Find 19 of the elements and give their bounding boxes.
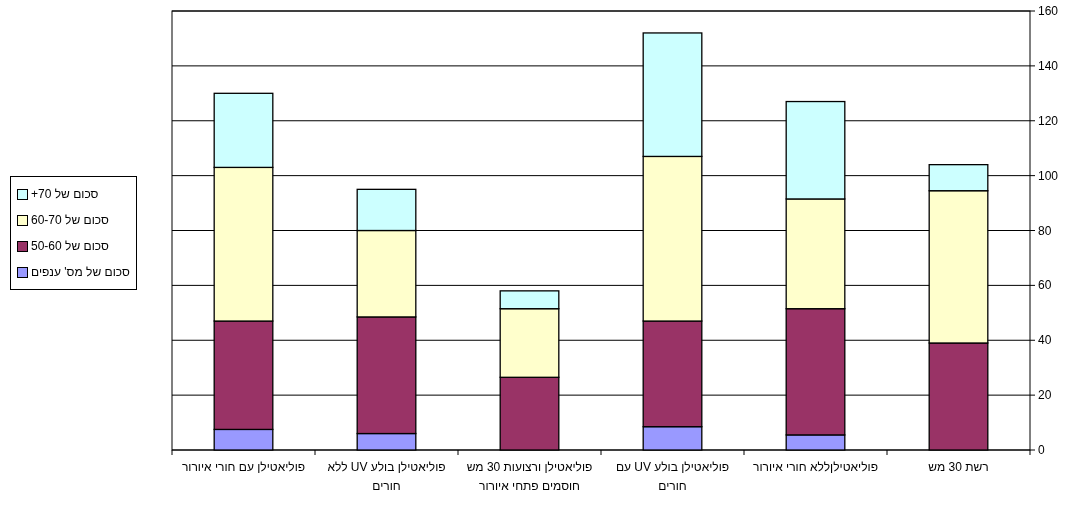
x-tick-label: פוליאטילן ורצועות 30 מש חוסמים פתחי איורור: [466, 459, 593, 495]
x-tick-label: פוליאטילן עם חורי איורור: [180, 459, 307, 476]
legend-label: סכום של 70+: [31, 187, 99, 201]
y-tick-label: 80: [1038, 223, 1052, 238]
x-tick-label: פוליאטילןללא חורי איורור: [752, 459, 879, 476]
x-tick-label: רשת 30 מש: [927, 459, 990, 476]
y-tick-label: 40: [1038, 333, 1052, 348]
y-tick-label: 20: [1038, 388, 1052, 403]
y-tick-label: 100: [1038, 168, 1059, 183]
y-tick-label: 120: [1038, 113, 1059, 128]
x-tick-label: פוליאטילן בולע UV ללא חורים: [326, 459, 447, 495]
legend-label: סכום של מס' ענפים: [31, 265, 130, 279]
legend-label: סכום של 50-60: [31, 239, 109, 253]
y-tick-label: 160: [1038, 4, 1059, 18]
y-tick-label: 140: [1038, 58, 1059, 73]
legend-label: סכום של 60-70: [31, 213, 109, 227]
y-tick-label: 60: [1038, 278, 1052, 293]
x-tick-label: פוליאטילן בולע UV עם חורים: [614, 459, 731, 495]
y-tick-label: 0: [1038, 443, 1045, 457]
